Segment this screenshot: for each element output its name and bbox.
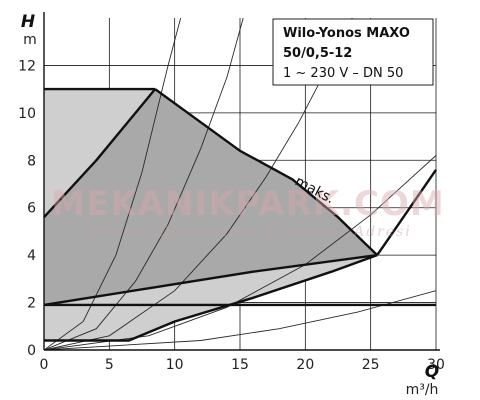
legend-frame [272,18,434,86]
system-curve-3 [44,155,436,350]
legend-power: 1 ~ 230 V – DN 50 [283,66,403,81]
y-tick-label-5: 10 [18,106,36,122]
system-curve-0 [44,18,182,350]
y-tick-label-1: 2 [27,296,36,312]
operating-area-2 [44,89,378,305]
watermark-subtext: Tesisat Dünyasının Güvenilir Adresi [88,224,412,240]
y-tick-label-4: 8 [27,153,36,169]
y-tick-labels: 0 2 4 6 8 10 12 [18,58,36,359]
x-tick-labels: 0 5 10 15 20 25 30 [40,357,445,373]
x-tick-label-3: 15 [231,357,249,373]
watermark: MEKANIKPARK.COM Tesisat Dünyasının Güven… [51,184,444,240]
legend-model: 50/0,5-12 [283,46,352,61]
pump-curve-4 [44,253,378,342]
x-tick-label-0: 0 [40,357,49,373]
system-curve-1 [44,18,244,350]
pump-curve-5 [376,169,437,256]
x-tick-label-1: 5 [105,357,114,373]
x-tick-label-4: 20 [296,357,314,373]
legend-title: Wilo-Yonos MAXO [283,26,410,41]
x-tick-label-2: 10 [166,357,184,373]
watermark-text: MEKANIKPARK.COM [51,184,444,224]
x-tick-label-5: 25 [362,357,380,373]
y-tick-label-2: 4 [27,248,36,264]
y-tick-label-6: 12 [18,58,36,74]
y-axis-symbol: H [21,12,35,32]
pump-curve-1 [43,88,157,219]
x-tick-label-6: 30 [427,357,445,373]
pump-curve-3 [43,253,378,307]
y-tick-label-0: 0 [27,343,36,359]
x-axis-unit: m³/h [406,382,439,398]
axes [43,12,440,351]
y-axis-unit: m [23,32,37,48]
x-axis-symbol: Q [425,362,439,382]
y-tick-label-3: 6 [27,201,36,217]
pump-curves [43,87,437,342]
pump-curve-2 [154,88,379,256]
legend-box: Wilo-Yonos MAXO 50/0,5-12 1 ~ 230 V – DN… [272,18,434,86]
operating-area-1 [44,255,378,341]
